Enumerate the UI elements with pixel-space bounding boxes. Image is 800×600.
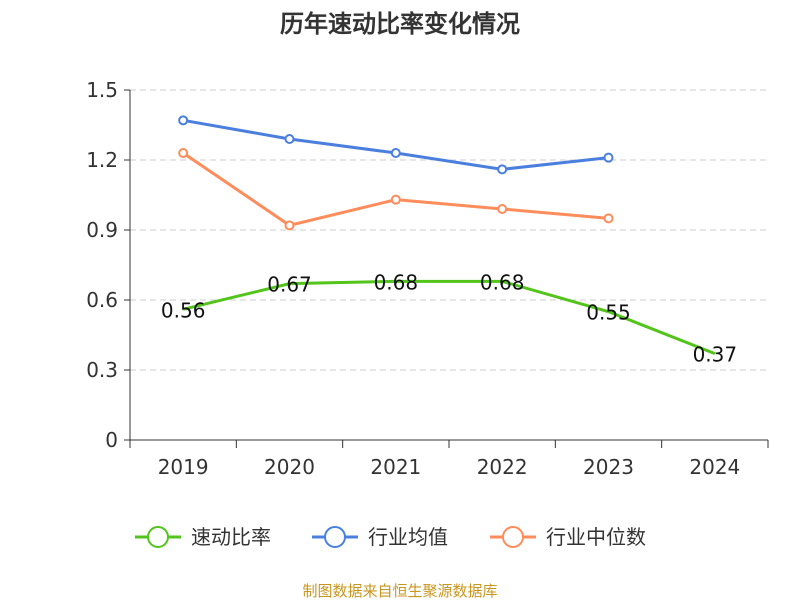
y-tick-label: 1.2: [86, 148, 118, 172]
y-tick-label: 0.6: [86, 288, 118, 312]
y-tick-label: 0.3: [86, 358, 118, 382]
data-point: [603, 213, 614, 224]
legend-label: 速动比率: [191, 525, 271, 549]
series-line-1: [182, 118, 609, 171]
y-tick-label: 0.9: [86, 218, 118, 242]
x-tick-label: 2023: [583, 455, 634, 479]
legend-label: 行业均值: [368, 525, 448, 549]
legend-circle-icon: [147, 526, 169, 548]
data-point: [178, 148, 189, 158]
x-tick-label: 2019: [158, 455, 209, 479]
data-point: [390, 148, 401, 158]
data-label: 0.55: [586, 301, 631, 325]
legend-circle-icon: [502, 526, 524, 548]
legend-circle-icon: [324, 526, 346, 548]
legend-item-1[interactable]: 行业均值: [312, 525, 448, 549]
data-label: 0.37: [693, 343, 738, 367]
data-point: [284, 134, 295, 144]
data-label: 0.56: [161, 298, 206, 322]
y-tick-label: 0: [105, 428, 118, 452]
series-line-0: [182, 279, 716, 356]
y-tick-label: 1.5: [86, 78, 118, 102]
data-label: 0.68: [480, 270, 525, 294]
data-point: [603, 152, 614, 163]
chart-title: 历年速动比率变化情况: [280, 10, 520, 38]
data-point: [497, 204, 508, 214]
data-point: [497, 164, 508, 175]
x-tick-label: 2021: [370, 455, 421, 479]
x-tick-label: 2024: [689, 455, 740, 479]
source-note: 制图数据来自恒生聚源数据库: [302, 582, 497, 600]
x-tick-label: 2022: [477, 455, 528, 479]
legend-label: 行业中位数: [546, 525, 646, 549]
data-point: [390, 194, 401, 205]
data-label: 0.67: [267, 273, 312, 297]
data-point: [178, 115, 189, 126]
legend-item-0[interactable]: 速动比率: [135, 525, 271, 549]
data-label: 0.68: [374, 270, 419, 294]
x-tick-label: 2020: [264, 455, 315, 479]
data-point: [284, 220, 295, 231]
legend-item-2[interactable]: 行业中位数: [490, 525, 646, 549]
